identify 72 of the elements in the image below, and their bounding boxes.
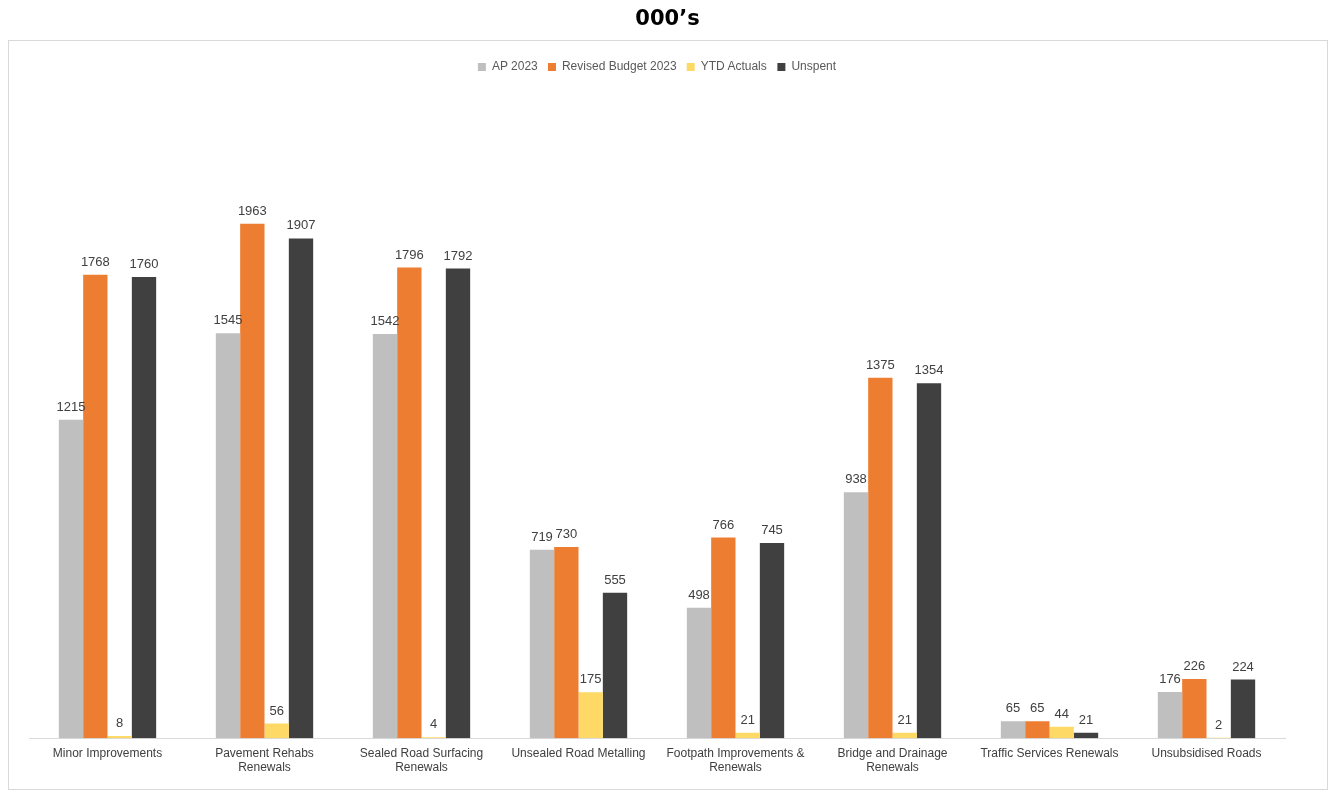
legend-label: AP 2023 bbox=[491, 59, 539, 74]
bar bbox=[602, 592, 628, 739]
bar bbox=[892, 732, 917, 739]
legend-label: YTD Actuals bbox=[700, 59, 767, 74]
bar bbox=[1073, 732, 1099, 739]
x-tick-label: Bridge and Drainage Renewals bbox=[837, 745, 948, 775]
data-label: 1796 bbox=[394, 246, 424, 262]
data-label: 226 bbox=[1183, 658, 1206, 674]
data-label: 1907 bbox=[286, 217, 316, 233]
bar bbox=[264, 723, 289, 739]
data-label: 555 bbox=[604, 571, 626, 587]
legend-label: Unspent bbox=[791, 59, 837, 74]
x-tick-label: Minor Improvements bbox=[52, 745, 163, 760]
bar bbox=[529, 549, 555, 739]
bar bbox=[240, 223, 265, 739]
bar bbox=[554, 546, 579, 739]
data-label: 21 bbox=[1078, 711, 1094, 727]
data-label: 1963 bbox=[237, 202, 267, 218]
x-tick-label: Unsealed Road Metalling bbox=[511, 745, 646, 760]
bar bbox=[711, 537, 736, 739]
x-tick-label: Unsubsidised Roads bbox=[1151, 745, 1262, 760]
bar bbox=[288, 238, 314, 739]
data-label: 1768 bbox=[80, 253, 110, 269]
bar bbox=[1230, 679, 1256, 739]
data-label: 44 bbox=[1054, 705, 1069, 721]
data-label: 766 bbox=[712, 516, 735, 532]
bar bbox=[1025, 721, 1050, 739]
data-label: 730 bbox=[555, 525, 578, 541]
bar bbox=[131, 276, 157, 739]
data-label: 65 bbox=[1030, 700, 1045, 716]
data-label: 4 bbox=[430, 716, 438, 732]
data-label: 175 bbox=[579, 671, 602, 687]
bar bbox=[735, 732, 760, 739]
bar bbox=[107, 736, 132, 739]
data-label: 56 bbox=[269, 702, 284, 718]
data-label: 1354 bbox=[914, 362, 944, 378]
x-tick-label: Footpath Improvements & Renewals bbox=[666, 745, 805, 775]
x-tick-label: Sealed Road Surfacing Renewals bbox=[359, 745, 484, 775]
data-label: 1375 bbox=[865, 356, 895, 372]
bar bbox=[759, 542, 785, 739]
bar bbox=[372, 334, 398, 739]
bar bbox=[445, 268, 471, 739]
data-label: 498 bbox=[688, 586, 710, 602]
bar bbox=[1157, 692, 1183, 739]
bar bbox=[916, 383, 942, 739]
bar bbox=[843, 492, 869, 739]
bar bbox=[686, 607, 712, 739]
legend-label: Revised Budget 2023 bbox=[561, 59, 678, 74]
bar bbox=[215, 333, 241, 739]
data-label: 745 bbox=[761, 522, 783, 538]
bar bbox=[58, 419, 84, 739]
bar bbox=[83, 274, 108, 739]
bar bbox=[578, 692, 603, 739]
x-tick-label: Pavement Rehabs Renewals bbox=[215, 745, 314, 775]
data-label: 938 bbox=[845, 471, 867, 487]
data-label: 21 bbox=[897, 711, 912, 727]
bar bbox=[1182, 678, 1207, 739]
bar bbox=[868, 377, 893, 739]
bar bbox=[397, 267, 422, 739]
data-label: 1792 bbox=[443, 247, 473, 263]
data-label: 2 bbox=[1215, 716, 1223, 732]
bar bbox=[1049, 726, 1074, 739]
chart-title: 000’s bbox=[634, 5, 701, 32]
data-label: 21 bbox=[740, 711, 755, 727]
data-label: 719 bbox=[531, 528, 553, 544]
data-label: 8 bbox=[116, 715, 124, 731]
data-label: 1760 bbox=[129, 256, 159, 272]
data-label: 224 bbox=[1232, 658, 1254, 674]
data-label: 176 bbox=[1159, 671, 1181, 687]
x-tick-label: Traffic Services Renewals bbox=[980, 745, 1119, 760]
data-label: 65 bbox=[1005, 700, 1021, 716]
bar bbox=[1000, 721, 1026, 739]
